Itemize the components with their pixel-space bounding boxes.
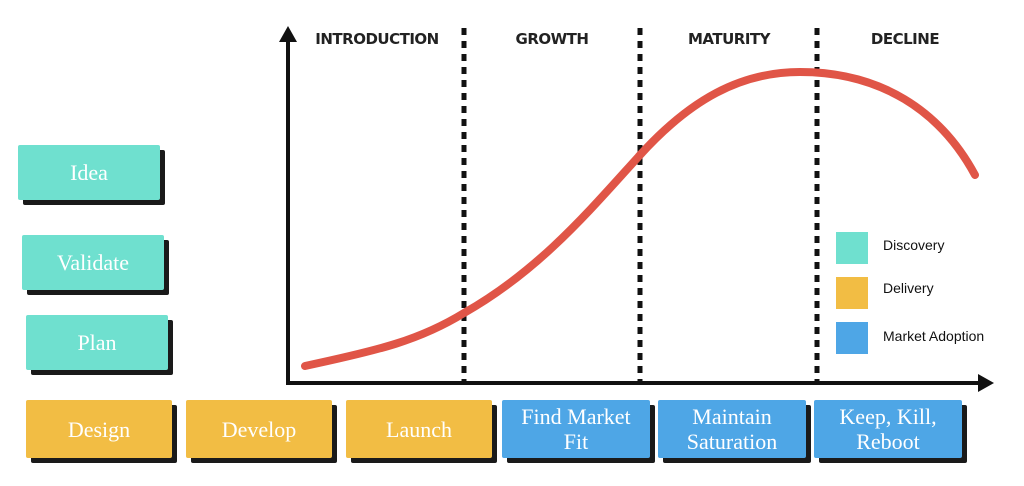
stage-label: MATURITY	[688, 30, 772, 48]
step-label: Design	[67, 416, 131, 442]
step-box: Maintain Saturation	[658, 400, 806, 458]
step-label: Find Market	[521, 404, 631, 429]
legend-label: Discovery	[883, 237, 944, 253]
legend-swatch	[836, 277, 868, 309]
legend-label: Delivery	[883, 280, 934, 296]
step-label: Validate	[56, 250, 130, 275]
step-box: Plan	[26, 315, 168, 370]
lifecycle-curve	[301, 67, 979, 370]
step-label: Saturation	[686, 429, 778, 454]
legend-swatch	[836, 232, 868, 264]
step-label: Maintain	[692, 404, 772, 429]
step-label: Reboot	[856, 429, 920, 454]
step-box: Validate	[22, 235, 164, 290]
step-label: Develop	[221, 416, 297, 442]
stage-label: INTRODUCTION	[315, 30, 438, 48]
step-box: Idea	[18, 145, 160, 200]
step-box: Develop	[186, 400, 332, 458]
step-label: Fit	[563, 429, 589, 454]
step-label: Plan	[77, 330, 117, 355]
step-label: Idea	[70, 160, 108, 185]
legend-swatch	[836, 322, 868, 354]
x-arrow	[978, 374, 994, 392]
stage-label: GROWTH	[516, 30, 589, 48]
step-label: Launch	[386, 416, 452, 442]
step-box: Keep, Kill, Reboot	[814, 400, 962, 458]
step-label: Keep, Kill,	[839, 404, 937, 429]
stage-dividers	[461, 28, 820, 383]
legend-label: Market Adoption	[883, 328, 984, 344]
step-box: Find Market Fit	[502, 400, 650, 458]
y-arrow	[279, 26, 297, 42]
stage-label: DECLINE	[871, 30, 939, 48]
step-box: Design	[26, 400, 172, 458]
step-box: Launch	[346, 400, 492, 458]
